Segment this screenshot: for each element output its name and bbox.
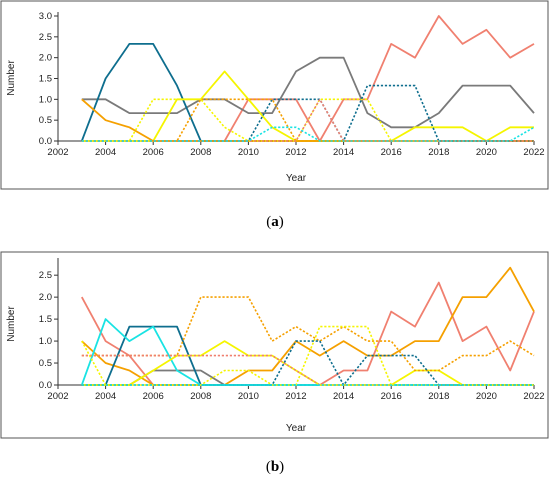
panel-b-y-tick-label: 0.5 — [39, 358, 52, 369]
panel-a-series-line-10 — [81, 126, 535, 142]
panel-b-x-tick-label: 2020 — [476, 391, 497, 402]
panel-a-series-line-2 — [81, 56, 535, 129]
panel-b-x-tick-label: 2012 — [285, 391, 306, 402]
panel-a-x-tick-label: 2020 — [476, 147, 497, 158]
panel-a-x-tick-label: 2008 — [190, 147, 211, 158]
panel-b-y-tick-label: 2.5 — [39, 270, 52, 281]
panel-a-x-tick-label: 2016 — [381, 147, 402, 158]
panel-a-y-tick-label: 1.0 — [39, 94, 52, 105]
panel-b-x-tick-label: 2008 — [190, 391, 211, 402]
panel-b-y-tick-label: 2.0 — [39, 292, 52, 303]
panel-a-x-tick-label: 2018 — [428, 147, 449, 158]
panel-a-plot: 0.0 0.5 1.0 1.5 2.0 2.5 3.0 2002 2004 2006 2008 201… — [39, 11, 545, 158]
panel-b-xlabel: Year — [286, 423, 307, 434]
panel-a-y-tick-label: 1.5 — [39, 74, 52, 85]
panel-b-x-tick-label: 2006 — [143, 391, 164, 402]
panel-b: 0.0 0.5 1.0 1.5 2.0 2.5 2002 2004 2006 2008 2010 20… — [0, 251, 549, 439]
panel-a-y-tick-label: 0.5 — [39, 115, 52, 126]
panel-b-frame — [0, 251, 549, 439]
panel-a-x-tick-label: 2004 — [95, 147, 116, 158]
panel-b-series-line-5 — [80, 318, 534, 386]
panel-b-x-tick-label: 2010 — [238, 391, 259, 402]
panel-a-x-tick-label: 2002 — [47, 147, 68, 158]
panel-a-y-tick-label: 2.5 — [39, 32, 52, 43]
panel-a-x-tick-label: 2022 — [523, 147, 544, 158]
panel-a-frame — [0, 0, 549, 190]
panel-a-xlabel: Year — [286, 173, 307, 184]
panel-b-series-line-7 — [81, 296, 535, 372]
panel-a-y-tick-label: 3.0 — [39, 11, 52, 22]
panel-b-y-tick-label: 1.5 — [39, 314, 52, 325]
panel-a-series-line-4 — [81, 70, 534, 142]
panel-b-plot: 0.0 0.5 1.0 1.5 2.0 2.5 2002 2004 2006 2008 2010 20… — [39, 258, 545, 402]
panel-b-x-tick-label: 2016 — [381, 391, 402, 402]
panel-b-ylabel: Number — [6, 306, 17, 342]
panel-b-caption: (b) — [266, 459, 284, 475]
panel-b-y-tick-label: 0.0 — [39, 380, 52, 391]
panel-b-x-tick-label: 2002 — [47, 391, 68, 402]
panel-a-x-tick-label: 2012 — [285, 147, 306, 158]
panel-a-x-tick-label: 2014 — [333, 147, 354, 158]
panel-a-series-line-1 — [81, 15, 535, 142]
panel-a: 0.0 0.5 1.0 1.5 2.0 2.5 3.0 2002 2004 2006 2008 201… — [0, 0, 549, 190]
panel-a-series-line-3 — [80, 43, 534, 142]
panel-b-x-tick-label: 2018 — [428, 391, 449, 402]
panel-b-x-tick-label: 2004 — [95, 391, 116, 402]
panel-b-x-tick-label: 2022 — [523, 391, 544, 402]
panel-b-y-tick-label: 1.0 — [39, 336, 52, 347]
panel-a-y-tick-label: 0.0 — [39, 136, 52, 147]
panel-a-x-tick-label: 2006 — [143, 147, 164, 158]
panel-a-x-tick-label: 2010 — [238, 147, 259, 158]
panel-a-caption: (a) — [266, 214, 284, 230]
panel-b-x-tick-label: 2014 — [333, 391, 354, 402]
panel-a-y-tick-label: 2.0 — [39, 53, 52, 64]
panel-a-ylabel: Number — [6, 60, 17, 96]
